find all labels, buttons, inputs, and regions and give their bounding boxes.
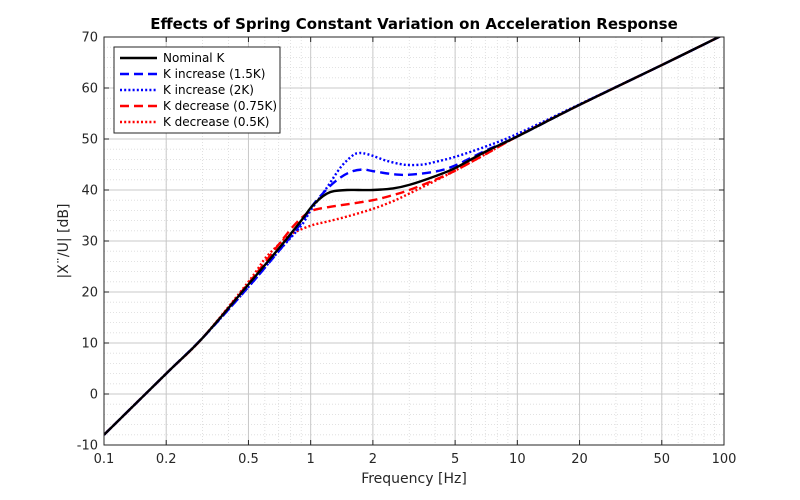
legend: Nominal K K increase (1.5K) K increase (2K… xyxy=(113,46,281,134)
x-tick-label: 1 xyxy=(307,452,315,467)
x-tick-label: 2 xyxy=(369,452,377,467)
x-tick-label: 10 xyxy=(509,452,526,467)
legend-label-0: Nominal K xyxy=(163,51,225,65)
y-tick-label: 0 xyxy=(90,388,98,403)
y-tick-label: 50 xyxy=(81,133,98,148)
x-axis-label: Frequency [Hz] xyxy=(361,471,467,487)
y-tick-label: 40 xyxy=(81,184,98,199)
legend-label-4: K decrease (0.5K) xyxy=(163,115,269,129)
x-tick-label: 50 xyxy=(654,452,671,467)
series-layer xyxy=(104,37,722,436)
y-tick-label: -10 xyxy=(77,439,98,454)
y-tick-label: 10 xyxy=(81,337,98,352)
x-tick-label: 0.2 xyxy=(156,452,177,467)
y-tick-label: 60 xyxy=(81,82,98,97)
x-tick-label: 0.1 xyxy=(94,452,115,467)
axis-ticks xyxy=(103,36,725,446)
tick-labels: 0.1 0.2 0.5 1 2 5 10 20 50 100 -10 0 10 20 30 40 50 60 70 xyxy=(77,31,737,468)
x-tick-label: 0.5 xyxy=(238,452,259,467)
y-tick-label: 70 xyxy=(81,31,98,46)
series-line-0 xyxy=(104,37,722,436)
x-tick-label: 5 xyxy=(451,452,459,467)
y-tick-label: 20 xyxy=(81,286,98,301)
legend-label-1: K increase (1.5K) xyxy=(163,67,265,81)
legend-label-3: K decrease (0.75K) xyxy=(163,99,277,113)
legend-label-2: K increase (2K) xyxy=(163,83,254,97)
y-tick-label: 30 xyxy=(81,235,98,250)
x-tick-label: 20 xyxy=(571,452,588,467)
y-axis-label: |X¨/U| [dB] xyxy=(56,204,72,279)
x-tick-label: 100 xyxy=(712,452,737,467)
chart-title: Effects of Spring Constant Variation on … xyxy=(150,15,678,33)
